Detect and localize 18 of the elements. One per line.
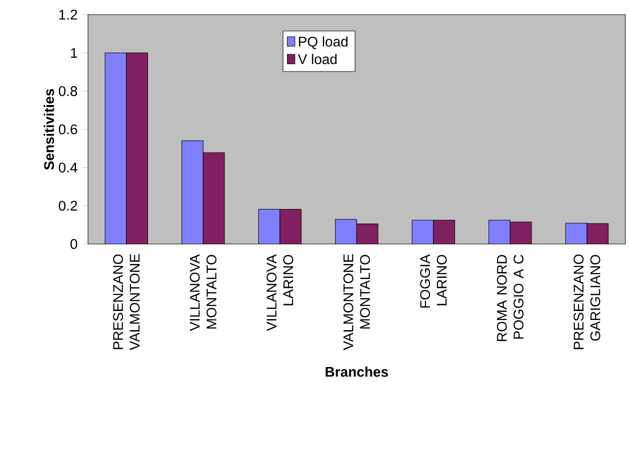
x-tick-label: VILLANOVA LARINO <box>266 254 294 331</box>
y-tick-label: 0.8 <box>58 86 78 96</box>
legend-label: PQ load <box>298 36 348 50</box>
x-axis-title: Branches <box>326 366 388 377</box>
x-tick-label: FOGGIA LARINO <box>420 254 447 308</box>
x-tick-label: PRESENZANO GARIGLIANO <box>574 254 600 350</box>
y-tick-label: 0.2 <box>58 200 78 211</box>
y-tick-label: 1.2 <box>59 10 78 20</box>
x-tick-label: ROMA NORD POGGIO A C <box>496 254 524 341</box>
y-tick-label: 1 <box>71 48 78 58</box>
x-tick-label: PRESENZANO VALMONTONE <box>113 254 140 350</box>
y-tick-label: 0.6 <box>58 124 78 134</box>
y-tick-label: 0 <box>70 239 78 249</box>
x-tick-label: VILLANOVA MONTALTO <box>190 254 216 331</box>
y-tick-label: 0.4 <box>58 162 78 173</box>
x-tick-label: VALMONTONE MONTALTO <box>343 254 370 350</box>
y-axis-title: Sensitivities <box>44 89 54 170</box>
legend-label: V load <box>298 54 337 64</box>
